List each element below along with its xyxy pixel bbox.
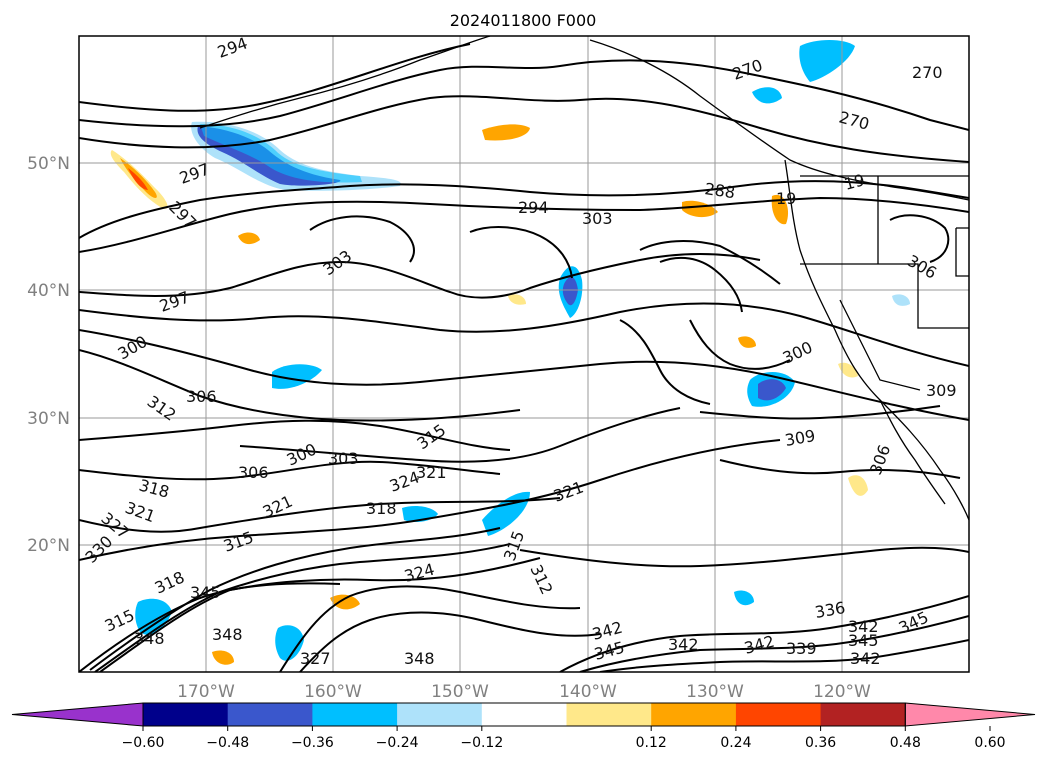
contour-label: 342 (668, 635, 699, 654)
blue-core-140w (562, 276, 578, 306)
orange-blob-small3 (212, 650, 234, 665)
colorbar-cell (312, 703, 398, 726)
contour-label: 294 (518, 198, 549, 217)
map-panel: 294 270 270 270 297 297 288 294 303 19 1… (78, 35, 970, 673)
contour-label: 348 (212, 625, 243, 644)
blue-blob-mid (272, 364, 322, 389)
lon-axis: 170°W 160°W 150°W 140°W 130°W 120°W (177, 682, 871, 702)
yellow-blob-small2 (848, 475, 868, 496)
colorbar: −0.60 −0.48 −0.36 −0.24 −0.12 0.12 0.24 0.36 0.4… (11, 702, 1036, 751)
colorbar-cell (143, 703, 229, 726)
map-frame (78, 35, 970, 673)
colorbar-tick-label: −0.12 (460, 735, 503, 751)
contour-lines (79, 43, 969, 672)
orange-blob-small2 (330, 594, 360, 610)
colorbar-tick-label: 0.12 (636, 735, 667, 751)
lat-axis: 50°N 40°N 30°N 20°N (27, 154, 70, 556)
state-border2 (800, 263, 969, 329)
baja-coast (879, 399, 946, 505)
orange-blob-small1 (238, 232, 260, 245)
lon-tick: 120°W (813, 682, 871, 702)
figure-title: 2024011800 F000 (450, 11, 597, 30)
contour-label: 19 (842, 170, 867, 194)
colorbar-extend-high (904, 702, 1036, 727)
contour-label: 318 (366, 499, 397, 518)
colorbar-tick-label: −0.36 (291, 735, 334, 751)
contour-label: 342 (848, 617, 879, 636)
contour-label: 309 (926, 381, 957, 400)
blue-mid-aleutian (200, 124, 362, 183)
colorbar-cell (735, 703, 822, 726)
orange-blob-coast2 (771, 194, 789, 225)
blue-core-se (758, 379, 786, 401)
colorbar-cell (481, 703, 567, 726)
yellow-blob-small1 (508, 294, 526, 305)
colorbar-tick-label: 0.60 (974, 735, 1005, 751)
contour-label: 348 (404, 649, 435, 668)
state-border4 (955, 227, 969, 277)
colorbar-tick-label: 0.36 (805, 735, 836, 751)
lon-tick: 160°W (304, 682, 362, 702)
blue-blob-coast-n2 (752, 87, 782, 104)
lat-tick: 50°N (27, 154, 70, 174)
colorbar-tick-label: −0.60 (122, 735, 165, 751)
colorbar-cell (820, 703, 906, 726)
blue-blob-coast-n (799, 40, 855, 82)
contour-label: 303 (328, 449, 359, 468)
colorbar-cell (651, 703, 737, 726)
contour-label: 327 (300, 649, 331, 668)
contour-label: 288 (703, 179, 736, 202)
lat-tick: 20°N (27, 536, 70, 556)
state-border5 (839, 299, 921, 391)
contour-label: 306 (238, 463, 269, 482)
north-america-coast (784, 159, 969, 521)
yellow-blob-small3 (838, 362, 858, 378)
blue-blob-s3 (734, 590, 754, 606)
contour-label: 348 (134, 629, 165, 648)
orange-blob-small4 (738, 336, 756, 348)
contour-label: 19 (776, 189, 796, 208)
colorbar-outline (142, 702, 906, 727)
colorbar-tick-label: −0.24 (376, 735, 419, 751)
lon-tick: 130°W (686, 682, 744, 702)
contour-label: 270 (912, 63, 943, 82)
blue-blob-s (275, 625, 304, 661)
contour-label: 321 (416, 463, 447, 482)
contour-label: 345 (190, 583, 221, 602)
red-core-west (128, 168, 148, 190)
lon-tick: 170°W (177, 682, 235, 702)
colorbar-cell (227, 703, 313, 726)
colorbar-tick-label: 0.48 (890, 735, 921, 751)
colorbar-tick-label: 0.24 (720, 735, 751, 751)
lon-tick: 150°W (431, 682, 489, 702)
colorbar-cell (397, 703, 483, 726)
lat-tick: 30°N (27, 409, 70, 429)
blue-blob-pale (892, 294, 910, 306)
contour-label: 342 (850, 649, 881, 668)
orange-blob-coast (682, 200, 718, 218)
lat-tick: 40°N (27, 281, 70, 301)
contour-label: 306 (186, 387, 217, 406)
contour-label: 345 (848, 631, 879, 650)
contour-label: 339 (786, 639, 817, 658)
lon-tick: 140°W (559, 682, 617, 702)
colorbar-cell (566, 703, 652, 726)
colorbar-extend-low (11, 702, 144, 727)
contour-label: 303 (582, 209, 613, 228)
colorbar-tick-label: −0.48 (206, 735, 249, 751)
orange-blob-north (482, 124, 530, 141)
shaded-field (110, 40, 910, 665)
